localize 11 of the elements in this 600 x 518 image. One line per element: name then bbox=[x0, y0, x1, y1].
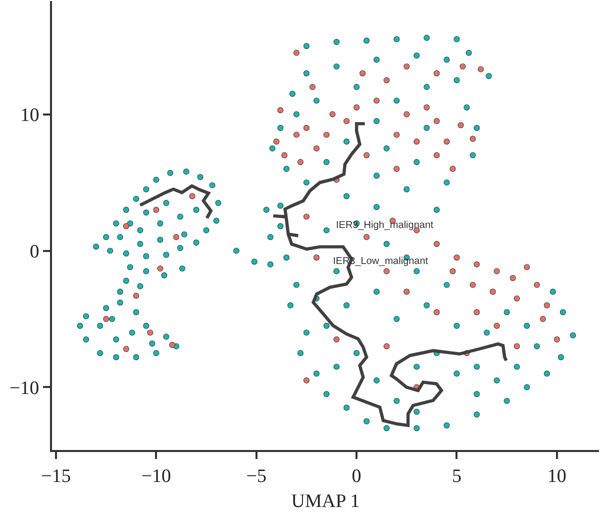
y-tick-label: 0 bbox=[30, 241, 40, 262]
x-axis-title: UMAP 1 bbox=[291, 491, 360, 512]
x-tick-label: −15 bbox=[41, 466, 71, 487]
x-tick-label: −10 bbox=[141, 466, 172, 487]
y-tick-label: −10 bbox=[9, 378, 40, 399]
x-tick-label: 0 bbox=[352, 466, 362, 487]
x-tick-label: −5 bbox=[246, 466, 266, 487]
annotation: IER3_High_malignant bbox=[336, 220, 434, 231]
x-tick-label: 10 bbox=[547, 466, 566, 487]
y-tick-label: 10 bbox=[20, 104, 40, 126]
x-tick-label: 5 bbox=[452, 466, 462, 487]
